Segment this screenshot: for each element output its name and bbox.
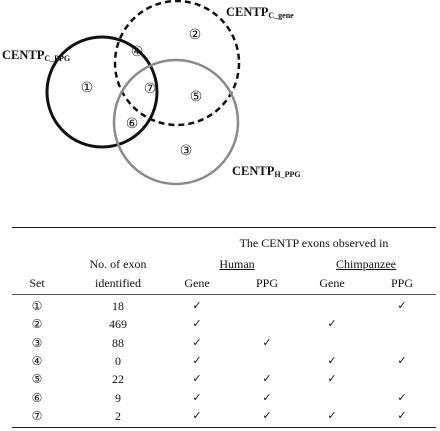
check-mark-h-gene: ✓ xyxy=(192,408,202,422)
row-exon-count: 2 xyxy=(115,408,121,423)
check-mark-c-ppg: ✓ xyxy=(397,390,407,404)
check-mark-h-gene: ✓ xyxy=(192,335,202,349)
row-exon-count: 22 xyxy=(112,372,124,387)
check-mark-h-ppg: ✓ xyxy=(262,408,272,422)
table-bottom-rule xyxy=(12,427,436,428)
check-mark-c-gene: ✓ xyxy=(327,372,337,386)
region-5-label: ⑤ xyxy=(190,89,203,105)
row-set-label: ④ xyxy=(31,353,43,368)
check-mark-c-ppg: ✓ xyxy=(397,299,407,312)
header-human-gene: Gene xyxy=(184,276,210,290)
row-set-label: ⑦ xyxy=(31,408,43,423)
header-count-line1: No. of exon xyxy=(89,257,147,271)
region-2-label: ② xyxy=(189,27,202,43)
check-mark-c-gene: ✓ xyxy=(327,353,337,367)
row-exon-count: 18 xyxy=(112,299,124,313)
row-set-label: ⑥ xyxy=(31,390,43,405)
row-set-label: ① xyxy=(31,299,43,313)
header-set: Set xyxy=(29,276,45,290)
row-exon-count: 0 xyxy=(115,353,121,368)
header-chimpanzee: Chimpanzee xyxy=(336,257,396,271)
set-label-c-ppg: CENTPC_PPG xyxy=(2,48,71,63)
check-mark-c-gene: ✓ xyxy=(327,408,337,422)
region-6-label: ⑥ xyxy=(126,116,139,132)
set-label-c-gene: CENTPC_gene xyxy=(226,5,294,20)
region-4-label: ④ xyxy=(131,44,144,60)
header-human-ppg: PPG xyxy=(255,276,278,290)
check-mark-h-gene: ✓ xyxy=(192,317,202,331)
header-human: Human xyxy=(219,257,255,271)
row-exon-count: 9 xyxy=(115,390,121,405)
table-header-rule xyxy=(12,294,436,295)
check-mark-h-gene: ✓ xyxy=(192,299,202,312)
table-top-rule xyxy=(12,227,436,228)
region-3-label: ③ xyxy=(180,143,193,159)
check-mark-h-ppg: ✓ xyxy=(262,335,272,349)
check-mark-h-gene: ✓ xyxy=(192,390,202,404)
row-set-label: ⑤ xyxy=(31,372,43,387)
circle-centp-c-gene xyxy=(113,0,241,127)
row-exon-count: 469 xyxy=(109,317,127,332)
circle-centp-h-ppg xyxy=(112,58,240,186)
header-chimp-ppg: PPG xyxy=(390,276,413,290)
set-label-h-ppg: CENTPH_PPG xyxy=(232,164,301,179)
header-span: The CENTP exons observed in xyxy=(239,236,389,250)
region-1-label: ① xyxy=(81,80,94,96)
circle-centp-c-ppg xyxy=(45,35,159,149)
region-7-label: ⑦ xyxy=(144,81,157,97)
row-exon-count: 88 xyxy=(112,335,124,350)
venn-diagram: ① ② ③ ④ ⑤ ⑥ ⑦ xyxy=(45,0,241,186)
check-mark-h-ppg: ✓ xyxy=(262,390,272,404)
check-mark-h-ppg: ✓ xyxy=(262,372,272,386)
check-mark-c-gene: ✓ xyxy=(327,317,337,331)
header-count-line2: identified xyxy=(95,276,141,290)
check-mark-h-gene: ✓ xyxy=(192,353,202,367)
row-set-label: ② xyxy=(31,317,43,332)
check-mark-c-ppg: ✓ xyxy=(397,353,407,367)
row-set-label: ③ xyxy=(31,335,43,350)
header-chimp-gene: Gene xyxy=(319,276,345,290)
check-mark-c-ppg: ✓ xyxy=(397,408,407,422)
check-mark-h-gene: ✓ xyxy=(192,372,202,386)
